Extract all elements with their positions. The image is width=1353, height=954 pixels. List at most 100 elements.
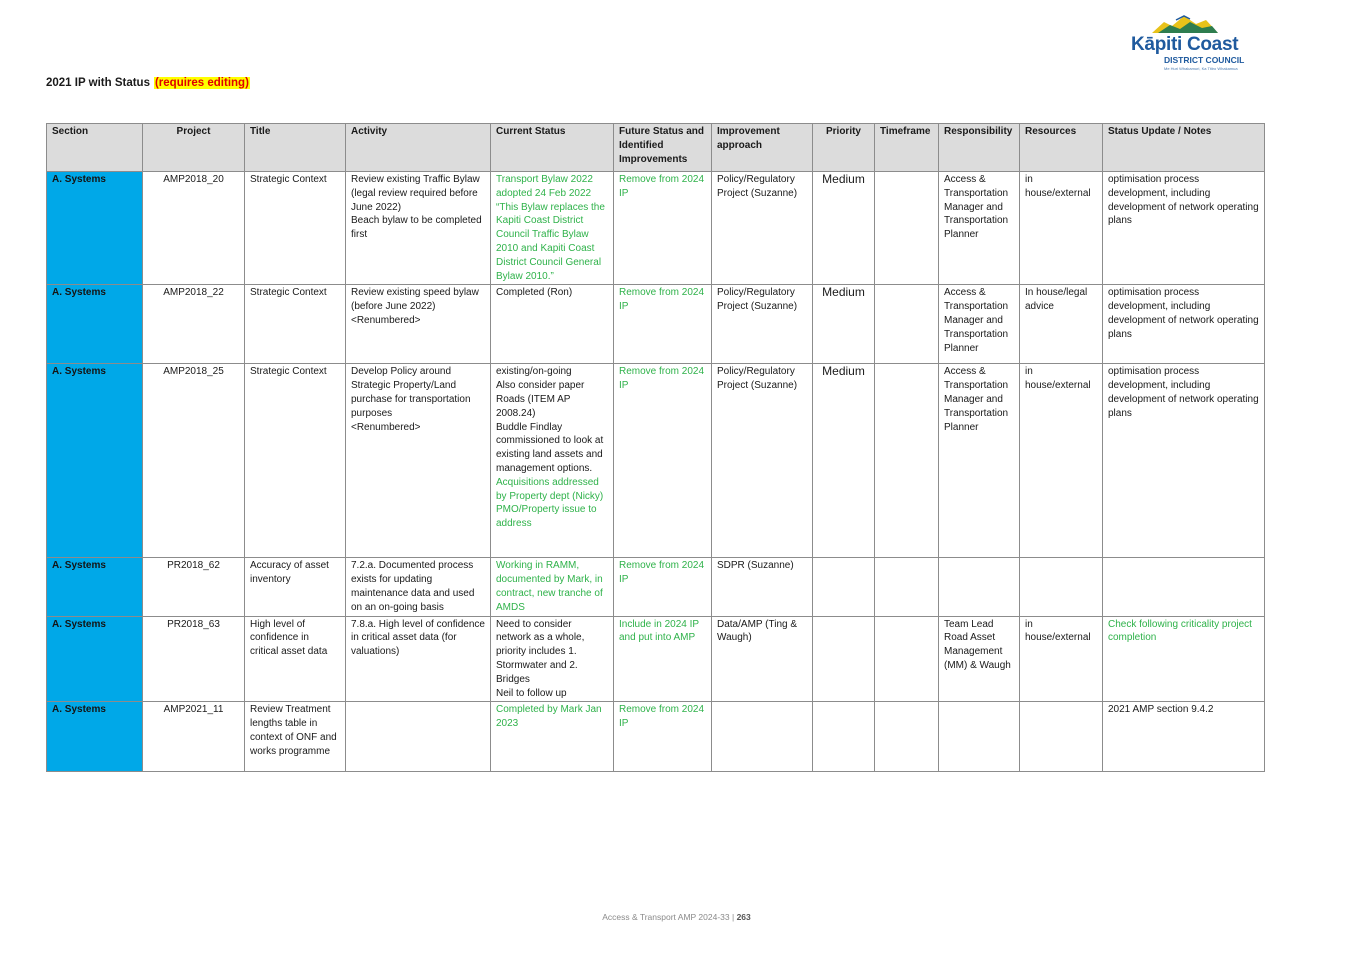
notes-cell: Check following criticality project comp… <box>1102 615 1265 703</box>
project-cell: AMP2018_20 <box>142 170 245 286</box>
status-line: Acquisitions addressed by Property dept … <box>496 476 604 502</box>
status-line: Also consider paper Roads (ITEM AP 2008.… <box>496 380 585 419</box>
activity-line: <Renumbered> <box>351 421 421 433</box>
approach-cell: Data/AMP (Ting & Waugh) <box>711 615 813 703</box>
responsibility-cell: Access & Transportation Manager and Tran… <box>938 170 1020 286</box>
table-row: A. Systems PR2018_63 High level of confide… <box>46 615 1265 703</box>
column-header: Title <box>244 123 346 172</box>
activity-line: Develop Policy around Strategic Property… <box>351 366 471 419</box>
table-row: A. Systems PR2018_62 Accuracy of asset inv… <box>46 557 1265 617</box>
status-line: Neil to follow up <box>496 687 567 699</box>
council-logo: Kāpiti Coast DISTRICT COUNCIL Me Huri Wh… <box>1128 14 1252 72</box>
column-header: Responsibility <box>938 123 1020 172</box>
activity-line: Review existing speed bylaw (before June… <box>351 287 479 313</box>
column-header: Priority <box>812 123 875 172</box>
activity-cell: 7.2.a. Documented process exists for upd… <box>345 557 491 617</box>
title-cell: Strategic Context <box>244 284 346 365</box>
future-status-cell: Remove from 2024 IP <box>613 557 712 617</box>
resources-cell: in house/external <box>1019 170 1103 286</box>
status-line: Buddle Findlay commissioned to look at e… <box>496 421 604 474</box>
status-line: existing/on-going <box>496 366 572 378</box>
project-cell: AMP2018_25 <box>142 363 245 559</box>
section-cell: A. Systems <box>46 284 143 365</box>
status-line: Transport Bylaw 2022 adopted 24 Feb 2022… <box>496 174 605 282</box>
title-cell: Strategic Context <box>244 170 346 286</box>
notes-cell: 2021 AMP section 9.4.2 <box>1102 701 1265 773</box>
table-row: A. Systems AMP2018_20 Strategic Context Rev… <box>46 170 1265 286</box>
status-line: Completed (Ron) <box>496 287 573 299</box>
title-cell: Strategic Context <box>244 363 346 559</box>
notes-cell: optimisation process development, includ… <box>1102 363 1265 559</box>
column-header: Section <box>46 123 143 172</box>
column-header: Current Status <box>490 123 614 172</box>
table-row: A. Systems AMP2021_11 Review Treatment len… <box>46 701 1265 773</box>
project-cell: PR2018_62 <box>142 557 245 617</box>
table-row: A. Systems AMP2018_22 Strategic Context Rev… <box>46 284 1265 365</box>
priority-cell: Medium <box>812 170 875 286</box>
timeframe-cell <box>874 701 939 773</box>
section-cell: A. Systems <box>46 701 143 773</box>
heading-tag: (requires editing) <box>153 77 250 89</box>
timeframe-cell <box>874 363 939 559</box>
logo-name: Kāpiti Coast <box>1131 34 1239 55</box>
heading-title: 2021 IP with Status <box>46 77 150 89</box>
activity-line: 7.8.a. High level of confidence in criti… <box>351 618 485 658</box>
activity-cell: Review existing speed bylaw (before June… <box>345 284 491 365</box>
priority-cell: Medium <box>812 363 875 559</box>
future-status-cell: Remove from 2024 IP <box>613 363 712 559</box>
current-status-cell: Completed (Ron) <box>490 284 614 365</box>
responsibility-cell <box>938 557 1020 617</box>
mountain-logo-icon <box>1152 15 1218 33</box>
notes-cell <box>1102 557 1265 617</box>
column-header: Project <box>142 123 245 172</box>
activity-line: Review existing Traffic Bylaw (legal rev… <box>351 174 480 213</box>
activity-cell: Review existing Traffic Bylaw (legal rev… <box>345 170 491 286</box>
activity-cell: Develop Policy around Strategic Property… <box>345 363 491 559</box>
timeframe-cell <box>874 615 939 703</box>
title-cell: Review Treatment lengths table in contex… <box>244 701 346 773</box>
activity-cell: 7.8.a. High level of confidence in criti… <box>345 615 491 703</box>
resources-cell <box>1019 701 1103 773</box>
current-status-cell: Transport Bylaw 2022 adopted 24 Feb 2022… <box>490 170 614 286</box>
priority-cell: Medium <box>812 284 875 365</box>
notes-cell: optimisation process development, includ… <box>1102 170 1265 286</box>
resources-cell: In house/legal advice <box>1019 284 1103 365</box>
section-cell: A. Systems <box>46 557 143 617</box>
status-line: Completed by Mark Jan 2023 <box>496 704 602 730</box>
project-cell: PR2018_63 <box>142 615 245 703</box>
priority-cell <box>812 701 875 773</box>
responsibility-cell: Access & Transportation Manager and Tran… <box>938 284 1020 365</box>
approach-cell: SDPR (Suzanne) <box>711 557 813 617</box>
approach-cell: Policy/Regulatory Project (Suzanne) <box>711 363 813 559</box>
approach-cell <box>711 701 813 773</box>
priority-cell <box>812 615 875 703</box>
title-cell: Accuracy of asset inventory <box>244 557 346 617</box>
column-header: Timeframe <box>874 123 939 172</box>
section-cell: A. Systems <box>46 363 143 559</box>
current-status-cell: Working in RAMM, documented by Mark, in … <box>490 557 614 617</box>
activity-line: <Renumbered> <box>351 314 421 326</box>
current-status-cell: existing/on-going Also consider paper Roa… <box>490 363 614 559</box>
activity-line: 7.2.a. Documented process exists for upd… <box>351 560 475 613</box>
priority-cell <box>812 557 875 617</box>
resources-cell: in house/external <box>1019 363 1103 559</box>
logo-tagline: Me Huri Whakamuri, Ka Titiro Whakamua <box>1164 66 1238 71</box>
current-status-cell: Need to consider network as a whole, pri… <box>490 615 614 703</box>
project-cell: AMP2018_22 <box>142 284 245 365</box>
page-number: 263 <box>736 912 751 922</box>
status-line: PMO/Property issue to address <box>496 504 597 530</box>
improvement-plan-table: Section Project Title Activity Current S… <box>46 123 1265 773</box>
status-line: Working in RAMM, documented by Mark, in … <box>496 560 603 613</box>
responsibility-cell: Access & Transportation Manager and Tran… <box>938 363 1020 559</box>
column-header: Improvement approach <box>711 123 813 172</box>
future-status-cell: Include in 2024 IP and put into AMP <box>613 615 712 703</box>
page-footer: Access & Transport AMP 2024-33 | 263 <box>0 912 1353 922</box>
responsibility-cell: Team Lead Road Asset Management (MM) & W… <box>938 615 1020 703</box>
activity-line: Beach bylaw to be completed first <box>351 215 482 241</box>
future-status-cell: Remove from 2024 IP <box>613 284 712 365</box>
timeframe-cell <box>874 284 939 365</box>
column-header: Resources <box>1019 123 1103 172</box>
status-line: Need to consider network as a whole, pri… <box>496 618 585 685</box>
approach-cell: Policy/Regulatory Project (Suzanne) <box>711 170 813 286</box>
future-status-cell: Remove from 2024 IP <box>613 701 712 773</box>
